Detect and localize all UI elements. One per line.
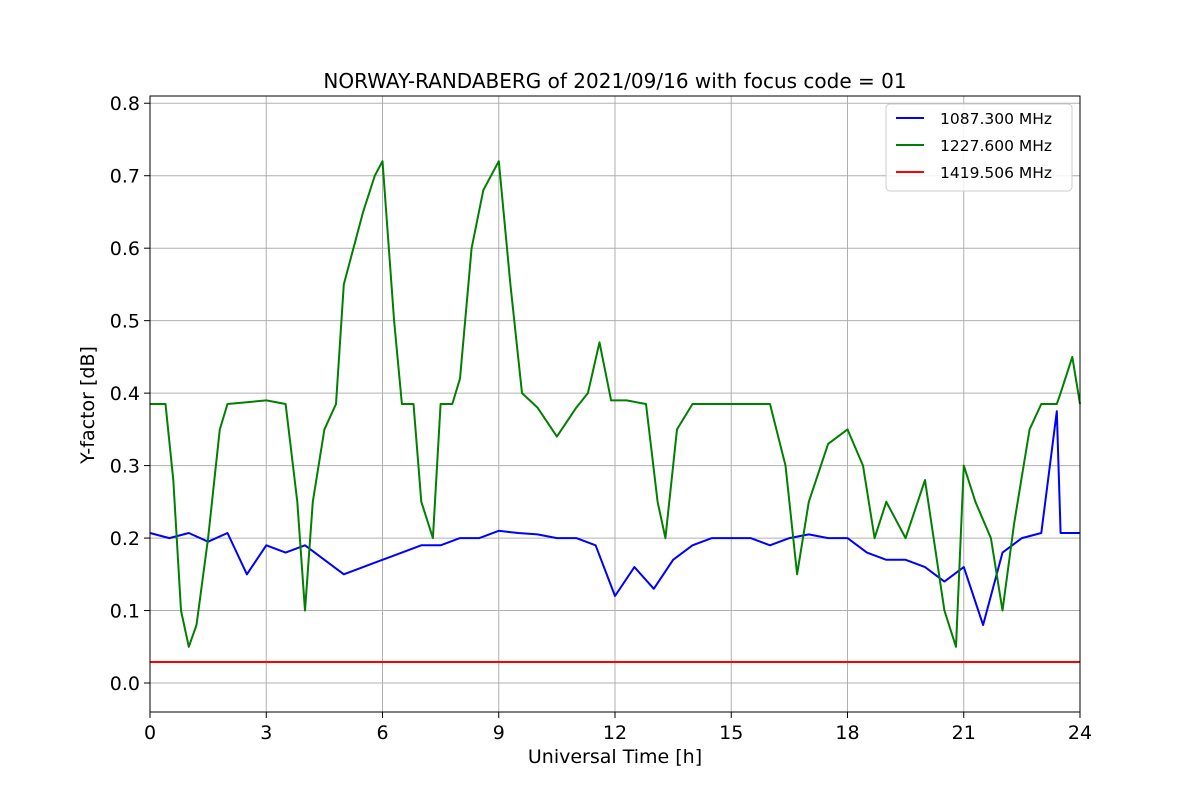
y-tick-label: 0.6 xyxy=(110,238,140,260)
y-axis-label: Y-factor [dB] xyxy=(77,346,99,465)
series-line-2 xyxy=(150,160,1081,648)
x-tick-label: 24 xyxy=(1068,722,1092,744)
x-tick-label: 21 xyxy=(952,722,976,744)
legend-label: 1419.506 MHz xyxy=(940,164,1052,182)
x-axis-label: Universal Time [h] xyxy=(528,746,702,768)
y-tick-label: 0.2 xyxy=(110,528,140,550)
y-tick-label: 0.1 xyxy=(110,601,140,623)
y-tick-label: 0.5 xyxy=(110,311,140,333)
x-tick-label: 18 xyxy=(835,722,859,744)
x-tick-label: 0 xyxy=(144,722,156,744)
x-tick-label: 15 xyxy=(719,722,743,744)
x-tick-label: 12 xyxy=(603,722,627,744)
series-line-1 xyxy=(149,410,1080,626)
y-tick-label: 0.4 xyxy=(110,383,140,405)
x-tick-label: 9 xyxy=(493,722,505,744)
legend: 1087.300 MHz 1227.600 MHz 1419.506 MHz xyxy=(885,103,1073,192)
y-tick-label: 0.7 xyxy=(110,166,140,188)
y-tick-label: 0.0 xyxy=(110,673,140,695)
x-tick-label: 6 xyxy=(376,722,388,744)
legend-box xyxy=(885,103,1073,192)
y-tick-label: 0.3 xyxy=(110,456,140,478)
x-tick-label: 3 xyxy=(260,722,272,744)
x-axis-ticks: 0 3 6 9 12 15 18 21 24 xyxy=(144,712,1092,744)
plot-area xyxy=(149,160,1081,663)
y-axis-ticks: 0.0 0.1 0.2 0.3 0.4 0.5 0.6 0.7 0.8 xyxy=(110,93,150,695)
y-tick-label: 0.8 xyxy=(110,93,140,115)
legend-label: 1227.600 MHz xyxy=(940,137,1052,155)
legend-label: 1087.300 MHz xyxy=(940,110,1052,128)
chart-title: NORWAY-RANDABERG of 2021/09/16 with focu… xyxy=(323,69,906,93)
